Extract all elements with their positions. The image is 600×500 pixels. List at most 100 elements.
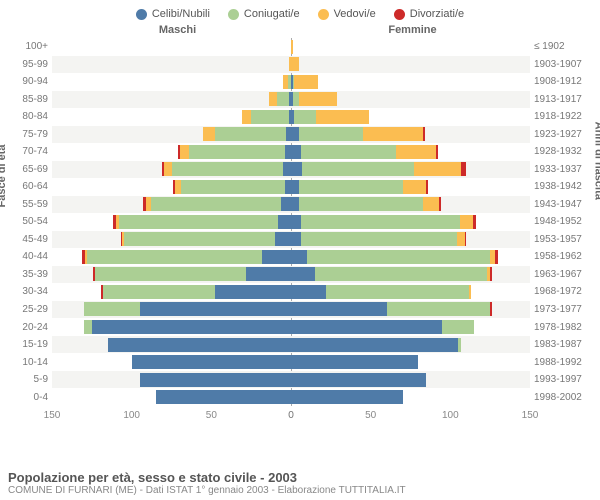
year-label: 1948-1952 — [534, 216, 594, 227]
male-bar — [52, 40, 291, 54]
age-label: 0-4 — [12, 392, 48, 403]
age-row: 95-991903-1907 — [52, 56, 530, 74]
year-label: 1908-1912 — [534, 76, 594, 87]
age-label: 100+ — [12, 41, 48, 52]
seg-c — [387, 302, 491, 316]
age-row: 35-391963-1967 — [52, 266, 530, 284]
age-label: 90-94 — [12, 76, 48, 87]
age-label: 60-64 — [12, 181, 48, 192]
legend-label: Celibi/Nubili — [152, 8, 210, 20]
male-bar — [52, 338, 291, 352]
year-label: 1933-1937 — [534, 164, 594, 175]
seg-w — [242, 110, 252, 124]
female-bar — [291, 57, 530, 71]
female-bar — [291, 320, 530, 334]
seg-w — [299, 92, 337, 106]
year-label: 1913-1917 — [534, 94, 594, 105]
seg-c — [95, 267, 246, 281]
seg-w — [363, 127, 424, 141]
seg-w — [180, 145, 190, 159]
age-row: 20-241978-1982 — [52, 318, 530, 336]
xtick: 0 — [288, 410, 294, 421]
seg-w — [291, 40, 293, 54]
year-label: 1903-1907 — [534, 59, 594, 70]
seg-c — [442, 320, 474, 334]
seg-s — [291, 355, 418, 369]
seg-s — [291, 373, 426, 387]
seg-s — [291, 232, 301, 246]
seg-d — [465, 232, 467, 246]
age-row: 0-41998-2002 — [52, 388, 530, 406]
seg-s — [291, 127, 299, 141]
seg-s — [92, 320, 291, 334]
seg-d — [495, 250, 498, 264]
year-label: 1953-1957 — [534, 234, 594, 245]
female-bar — [291, 162, 530, 176]
male-bar — [52, 232, 291, 246]
seg-c — [277, 92, 290, 106]
seg-s — [291, 197, 299, 211]
age-label: 95-99 — [12, 59, 48, 70]
seg-c — [299, 180, 403, 194]
seg-c — [302, 162, 414, 176]
age-label: 80-84 — [12, 111, 48, 122]
female-bar — [291, 197, 530, 211]
year-label: ≤ 1902 — [534, 41, 594, 52]
seg-w — [403, 180, 427, 194]
year-label: 1918-1922 — [534, 111, 594, 122]
female-bar — [291, 110, 530, 124]
seg-s — [278, 215, 291, 229]
age-label: 70-74 — [12, 146, 48, 157]
seg-w — [469, 285, 471, 299]
xtick: 50 — [206, 410, 217, 421]
age-row: 25-291973-1977 — [52, 301, 530, 319]
seg-c — [294, 110, 316, 124]
age-label: 10-14 — [12, 357, 48, 368]
male-bar — [52, 355, 291, 369]
legend-item: Celibi/Nubili — [136, 8, 210, 20]
female-bar — [291, 338, 530, 352]
year-label: 1983-1987 — [534, 339, 594, 350]
female-bar — [291, 232, 530, 246]
seg-s — [291, 390, 403, 404]
year-label: 1998-2002 — [534, 392, 594, 403]
age-row: 50-541948-1952 — [52, 213, 530, 231]
age-label: 45-49 — [12, 234, 48, 245]
seg-s — [275, 232, 291, 246]
seg-s — [291, 338, 458, 352]
female-bar — [291, 180, 530, 194]
age-row: 90-941908-1912 — [52, 73, 530, 91]
gender-headers: Maschi Femmine — [0, 24, 600, 36]
seg-c — [103, 285, 215, 299]
chart-rows: 100+≤ 190295-991903-190790-941908-191285… — [52, 38, 530, 406]
female-bar — [291, 75, 530, 89]
age-label: 55-59 — [12, 199, 48, 210]
seg-c — [151, 197, 282, 211]
male-bar — [52, 390, 291, 404]
age-label: 50-54 — [12, 216, 48, 227]
year-label: 1978-1982 — [534, 322, 594, 333]
male-bar — [52, 57, 291, 71]
age-row: 100+≤ 1902 — [52, 38, 530, 56]
year-label: 1958-1962 — [534, 251, 594, 262]
year-label: 1968-1972 — [534, 286, 594, 297]
male-bar — [52, 145, 291, 159]
female-bar — [291, 250, 530, 264]
age-label: 75-79 — [12, 129, 48, 140]
female-bar — [291, 285, 530, 299]
female-bar — [291, 215, 530, 229]
male-bar — [52, 110, 291, 124]
legend-item: Divorziati/e — [394, 8, 464, 20]
year-label: 1928-1932 — [534, 146, 594, 157]
seg-c — [189, 145, 285, 159]
legend-label: Coniugati/e — [244, 8, 300, 20]
age-label: 20-24 — [12, 322, 48, 333]
seg-c — [299, 127, 363, 141]
age-row: 70-741928-1932 — [52, 143, 530, 161]
seg-d — [423, 127, 425, 141]
male-bar — [52, 92, 291, 106]
seg-c — [301, 145, 397, 159]
age-row: 5-91993-1997 — [52, 371, 530, 389]
female-bar — [291, 390, 530, 404]
age-row: 85-891913-1917 — [52, 91, 530, 109]
